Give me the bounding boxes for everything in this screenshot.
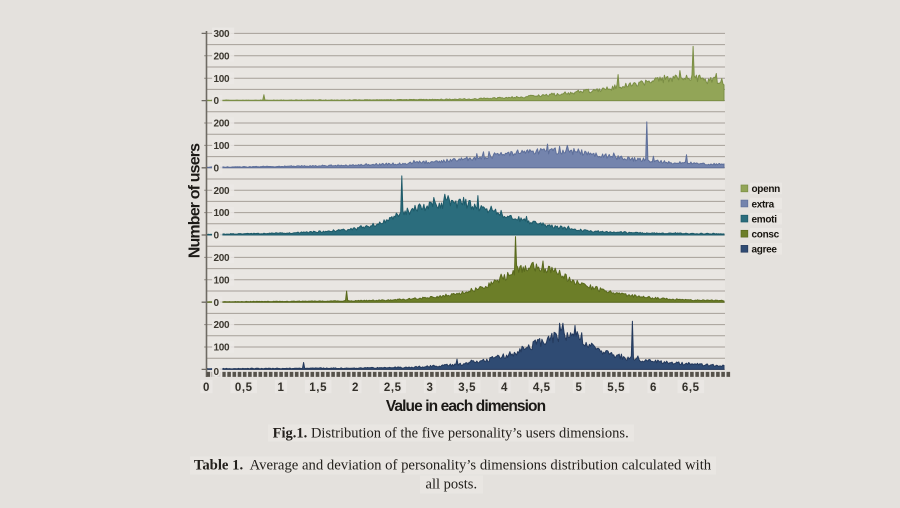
svg-text:4,5: 4,5 xyxy=(533,382,551,394)
svg-text:6: 6 xyxy=(650,382,657,394)
svg-text:200: 200 xyxy=(214,253,231,264)
svg-text:200: 200 xyxy=(214,186,231,197)
svg-text:0: 0 xyxy=(214,163,220,174)
svg-text:all posts.: all posts. xyxy=(426,477,478,493)
svg-text:emoti: emoti xyxy=(752,214,778,225)
svg-text:6,5: 6,5 xyxy=(682,382,700,394)
svg-text:100: 100 xyxy=(214,343,231,354)
svg-text:Table 1. Average and deviatio: Table 1. Average and deviation of person… xyxy=(194,458,712,474)
svg-text:200: 200 xyxy=(214,51,231,62)
svg-text:0: 0 xyxy=(214,367,220,378)
svg-text:5: 5 xyxy=(576,382,583,394)
svg-text:100: 100 xyxy=(214,275,231,286)
svg-text:extra: extra xyxy=(752,199,775,210)
svg-text:Value in each dimension: Value in each dimension xyxy=(386,398,546,415)
svg-text:4: 4 xyxy=(501,382,508,394)
svg-text:openn: openn xyxy=(752,184,781,195)
svg-text:3: 3 xyxy=(427,382,434,394)
svg-text:0: 0 xyxy=(214,298,220,309)
svg-text:100: 100 xyxy=(214,74,231,85)
svg-text:100: 100 xyxy=(214,141,231,152)
svg-text:200: 200 xyxy=(214,119,231,130)
svg-text:2: 2 xyxy=(352,382,359,394)
svg-text:agree: agree xyxy=(752,245,778,256)
svg-text:0: 0 xyxy=(214,96,220,107)
svg-text:Number of users: Number of users xyxy=(187,143,204,258)
svg-text:0: 0 xyxy=(214,231,220,242)
svg-text:0,5: 0,5 xyxy=(235,382,253,394)
svg-text:Fig.1. Distribution of the fiv: Fig.1. Distribution of the five personal… xyxy=(273,426,629,442)
svg-text:300: 300 xyxy=(214,29,231,40)
svg-text:1: 1 xyxy=(278,382,285,394)
svg-text:100: 100 xyxy=(214,208,231,219)
svg-text:1,5: 1,5 xyxy=(309,382,327,394)
svg-text:consc: consc xyxy=(752,230,780,241)
svg-text:3,5: 3,5 xyxy=(458,382,476,394)
svg-text:200: 200 xyxy=(214,320,231,331)
svg-text:0: 0 xyxy=(203,382,210,394)
svg-text:5,5: 5,5 xyxy=(607,382,625,394)
svg-text:2,5: 2,5 xyxy=(384,382,402,394)
